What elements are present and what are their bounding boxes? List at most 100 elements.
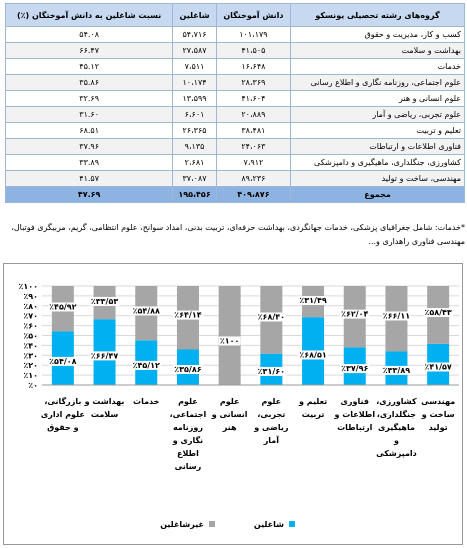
table-cell: کسب و کار، مدیریت و حقوق	[290, 26, 465, 43]
table-cell: ۶۶.۴۷	[4, 42, 174, 59]
table-row: بهداشت و سلامت ۴۱،۵۰۵ ۲۷،۵۸۷ ۶۶.۴۷	[4, 42, 465, 59]
table-cell: ۳۷.۹۶	[4, 138, 174, 155]
y-tick-label: ٪۱۰	[23, 371, 38, 380]
header-cell: نسبت شاغلین به دانش آموختگان (٪)	[4, 3, 174, 27]
y-tick-label: ٪۵۰	[23, 332, 38, 341]
chart: ٪۰٪۱۰٪۲۰٪۳۰٪۴۰٪۵۰٪۶۰٪۷۰٪۸۰٪۹۰٪۱۰۰٪۵۴/۰۸٪…	[18, 282, 459, 529]
x-tick-label: تعلیم و تربیت	[299, 397, 328, 419]
x-tick-label: بهداشت و سلامت	[84, 397, 125, 419]
y-tick-label: ٪۸۰	[23, 302, 38, 311]
value-label: ٪۶۲/۰۴	[341, 310, 368, 319]
table-row: علوم انسانی و هنر ۴۱،۶۰۴ ۱۳،۵۹۹ ۳۲.۶۹	[4, 90, 465, 107]
value-label-bg	[131, 360, 162, 370]
value-label-bg	[173, 365, 203, 375]
total-cell: ۱۹۵،۴۵۶	[172, 186, 217, 203]
table-cell: ۲۸،۳۶۹	[215, 74, 292, 91]
table-cell: ۲۷،۵۸۷	[172, 42, 217, 59]
y-tick-label: ٪۹۰	[23, 292, 38, 301]
x-tick-label: خدمات	[133, 397, 160, 406]
table-cell: ۲۴،۰۶۳	[215, 138, 292, 155]
value-label-bg	[256, 312, 287, 322]
value-label-bg	[48, 302, 78, 312]
table-cell: ۳۵.۸۶	[4, 74, 174, 91]
table-row: علوم اجتماعی، روزنامه نگاری و اطلاع رسان…	[4, 74, 465, 91]
legend-label: غیرشاغلین	[160, 520, 204, 529]
bar-segment	[218, 286, 241, 385]
table-cell: ۸۹،۲۳۶	[215, 170, 292, 187]
value-label: ٪۶۸/۴۰	[258, 312, 285, 321]
table-cell: ۷،۵۱۱	[172, 58, 217, 75]
footnote: *خدمات: شامل جغرافیای پزشکی، خدمات جهانگ…	[11, 223, 465, 246]
table-row: کشاورزی، جنگلداری، ماهیگیری و دامپزشکی ۷،…	[4, 154, 465, 171]
chart-box: ٪۰ ٪۱۰ ٪۲۰ ٪۳۰ ٪۴۰ ٪۵۰ ٪۶۰ ٪۷۰ ٪۸۰ ٪۹۰ ٪۱۰۰ ٪۵۴/۰۸ ٪…	[3, 263, 463, 545]
table-cell: فناوری اطلاعات و ارتباطات	[290, 138, 465, 155]
table-cell: ۳۲.۶۹	[4, 90, 174, 107]
value-label: ٪۶۶/۴۷	[91, 351, 118, 360]
legend-swatch	[289, 521, 295, 527]
value-label-bg	[131, 306, 162, 316]
y-tick-label: ٪۰	[28, 381, 38, 390]
table-cell: ۵۴.۰۸	[4, 26, 174, 43]
header-row: گروه‌های رشته تحصیلی یونسکو دانش آموختگان…	[4, 3, 465, 27]
y-tick-label: ٪۷۰	[23, 312, 38, 321]
table-row: تعلیم و تربیت ۳۸،۴۸۱ ۲۶،۳۶۵ ۶۸.۵۱	[4, 122, 465, 139]
value-label: ٪۵۴/۸۸	[133, 306, 160, 315]
legend-label: شاغلین	[254, 520, 284, 529]
x-tick-label: فناوری اطلاعات و ارتباطات	[334, 397, 376, 432]
table-cell: علوم اجتماعی، روزنامه نگاری و اطلاع رسان…	[290, 74, 465, 91]
value-label: ٪۶۴/۱۴	[174, 311, 201, 320]
value-label: ٪۳۳/۵۳	[91, 297, 118, 306]
table-cell: ۲،۶۸۱	[172, 154, 217, 171]
table-cell: بهداشت و سلامت	[290, 42, 465, 59]
value-label-bg	[173, 310, 203, 320]
table-row: علوم تجربی، ریاضی و آمار ۲۰،۸۸۹ ۶،۶۰۱ ۳۱.۶۰	[4, 106, 465, 123]
table-cell: ۱۳،۵۹۹	[172, 90, 217, 107]
table-cell: علوم تجربی، ریاضی و آمار	[290, 106, 465, 123]
table-cell: ۳۱.۶۰	[4, 106, 174, 123]
x-tick-label: بازرگانی، علوم اداری و حقوق	[40, 397, 85, 432]
value-label: ٪۴۵/۱۲	[133, 361, 160, 370]
data-table: گروه‌های رشته تحصیلی یونسکو دانش آموختگان…	[4, 3, 465, 203]
value-label-bg	[340, 364, 370, 374]
total-cell: مجموع	[290, 186, 465, 203]
table-cell: ۲۶،۳۶۵	[172, 122, 217, 139]
table-cell: ۴۱،۶۰۴	[215, 90, 292, 107]
table-cell: ۳۸،۴۸۱	[215, 122, 292, 139]
table-cell: ۷،۹۱۲	[215, 154, 292, 171]
total-cell: ۴۰۹،۸۷۶	[215, 186, 292, 203]
value-label-bg	[89, 351, 120, 361]
value-label: ٪۵۴/۰۸	[49, 357, 76, 366]
y-tick-label: ٪۴۰	[23, 341, 38, 350]
value-label-bg	[298, 296, 328, 306]
table-cell: ۱۰،۱۷۴	[172, 74, 217, 91]
value-label-bg	[89, 296, 120, 306]
value-label-bg	[423, 362, 453, 372]
table-cell: تعلیم و تربیت	[290, 122, 465, 139]
table-cell: ۱۰۱،۱۷۹	[215, 26, 292, 43]
table-row: خدمات ۱۶،۶۴۸ ۷،۵۱۱ ۴۵.۱۲	[4, 58, 465, 75]
header-cell: شاغلین	[172, 3, 217, 27]
y-tick-label: ٪۶۰	[23, 322, 38, 331]
value-label-bg	[48, 356, 78, 366]
table-cell: ۶،۶۰۱	[172, 106, 217, 123]
table-cell: ۱۶،۶۴۸	[215, 58, 292, 75]
table-cell: کشاورزی، جنگلداری، ماهیگیری و دامپزشکی	[290, 154, 465, 171]
value-label: ٪۳۵/۸۶	[174, 365, 201, 374]
x-tick-label: کشاورزی، جنگلداری، ماهیگیری و دامپزشکی	[376, 397, 417, 458]
table-cell: ۳۷،۰۸۷	[172, 170, 217, 187]
table-row: کسب و کار، مدیریت و حقوق ۱۰۱،۱۷۹ ۵۴،۷۱۶ ۵۴.…	[4, 26, 465, 43]
y-tick-label: ٪۱۰۰	[18, 282, 38, 291]
total-cell: ۴۷.۶۹	[4, 186, 174, 203]
value-label-bg	[256, 366, 287, 376]
x-tick-label: علوم تجربی، ریاضی و آمار	[254, 397, 289, 445]
value-label-bg	[298, 350, 328, 360]
value-label: ٪۳۱/۴۹	[299, 296, 326, 305]
value-label-bg	[423, 308, 453, 318]
header-cell: دانش آموختگان	[215, 3, 292, 27]
y-tick-label: ٪۳۰	[23, 351, 38, 360]
table-row: مهندسی، ساخت و تولید ۸۹،۲۳۶ ۳۷،۰۸۷ ۴۱.۵۷	[4, 170, 465, 187]
table-cell: ۴۱.۵۷	[4, 170, 174, 187]
value-label: ٪۳۷/۹۶	[341, 364, 368, 373]
value-label-bg	[381, 365, 412, 375]
